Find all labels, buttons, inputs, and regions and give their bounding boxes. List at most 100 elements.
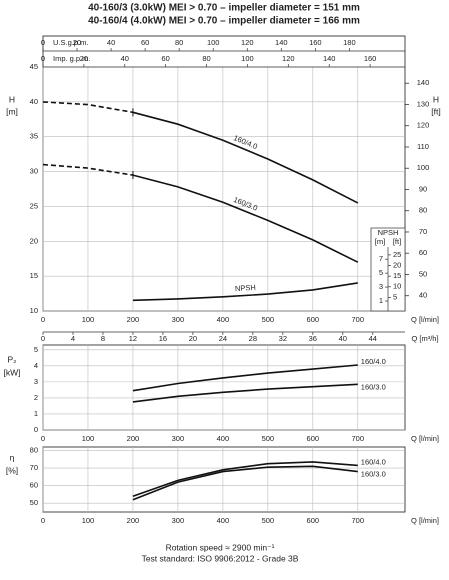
bottom-axis-label: Q [m³/h] bbox=[411, 334, 438, 343]
npsh-axis-label: NPSH bbox=[378, 228, 399, 237]
x-tick-label: 0 bbox=[41, 516, 45, 525]
curve-label: 160/3.0 bbox=[232, 195, 259, 213]
curve-label: 160/3.0 bbox=[361, 470, 386, 479]
top-axis-label: Imp. g.p.m. bbox=[53, 54, 91, 63]
curve bbox=[132, 111, 359, 204]
npsh-ft-tick-label: 25 bbox=[393, 250, 401, 259]
plot-frame bbox=[42, 35, 406, 312]
y-tick-label: 1 bbox=[34, 409, 38, 418]
curve bbox=[42, 101, 134, 114]
x-tick-label: 600 bbox=[307, 315, 320, 324]
curve bbox=[132, 174, 359, 263]
plot-frame bbox=[42, 344, 406, 431]
top-tick-label: 60 bbox=[161, 54, 169, 63]
y-tick-label: 50 bbox=[30, 498, 38, 507]
y-tick-label: 20 bbox=[30, 236, 38, 245]
top-tick-label: 60 bbox=[141, 38, 149, 47]
y-tick-label: 5 bbox=[34, 345, 38, 354]
y2-tick-label: 130 bbox=[417, 99, 430, 108]
chart-title: 40-160/3 (3.0kW) MEI > 0.70 – impeller d… bbox=[88, 3, 360, 14]
y-tick-label: 45 bbox=[30, 62, 38, 71]
x-tick-label: 700 bbox=[352, 434, 365, 443]
x-tick-label: 400 bbox=[217, 516, 230, 525]
x-tick-label: 500 bbox=[262, 315, 275, 324]
y2-tick-label: 110 bbox=[417, 142, 429, 151]
y-tick-label: 80 bbox=[30, 445, 38, 454]
y-axis-unit: [%] bbox=[6, 465, 18, 475]
x-tick-label: 200 bbox=[127, 516, 140, 525]
y-tick-label: 3 bbox=[34, 377, 38, 386]
annotation: Test standard: ISO 9906:2012 - Grade 3B bbox=[142, 553, 299, 563]
y2-tick-label: 80 bbox=[419, 206, 427, 215]
y2-axis-unit: [ft] bbox=[431, 106, 440, 116]
npsh-ft-tick-label: 15 bbox=[393, 271, 401, 280]
top-tick-label: 80 bbox=[202, 54, 210, 63]
bottom-tick-label: 36 bbox=[309, 334, 317, 343]
x-tick-label: 300 bbox=[172, 516, 185, 525]
x-axis-label: Q [l/min] bbox=[411, 516, 439, 525]
top-tick-label: 140 bbox=[323, 54, 336, 63]
top-tick-label: 40 bbox=[107, 38, 115, 47]
y2-tick-label: 60 bbox=[419, 248, 427, 257]
bottom-tick-label: 28 bbox=[249, 334, 257, 343]
y-tick-label: 70 bbox=[30, 463, 38, 472]
top-tick-label: 120 bbox=[241, 38, 254, 47]
y-axis-label: H bbox=[9, 94, 15, 104]
x-tick-label: 0 bbox=[41, 434, 45, 443]
x-tick-label: 500 bbox=[262, 516, 275, 525]
curve-label: 160/4.0 bbox=[361, 357, 386, 366]
top-tick-label: 100 bbox=[207, 38, 220, 47]
y-tick-label: 35 bbox=[30, 132, 38, 141]
bottom-tick-label: 40 bbox=[339, 334, 347, 343]
npsh-unit: [ft] bbox=[393, 237, 401, 246]
x-tick-label: 0 bbox=[41, 315, 45, 324]
npsh-tick-label: 3 bbox=[379, 282, 383, 291]
top-tick-label: 180 bbox=[343, 38, 356, 47]
top-tick-label: 20 bbox=[80, 54, 88, 63]
y-tick-label: 15 bbox=[30, 271, 38, 280]
bottom-tick-label: 44 bbox=[369, 334, 377, 343]
top-tick-label: 0 bbox=[41, 38, 45, 47]
y2-tick-label: 140 bbox=[417, 78, 430, 87]
curve bbox=[132, 461, 358, 497]
y-tick-label: 60 bbox=[30, 481, 38, 490]
y-tick-label: 25 bbox=[30, 201, 38, 210]
y2-axis-label: H bbox=[433, 94, 439, 104]
x-tick-label: 500 bbox=[262, 434, 275, 443]
bottom-tick-label: 32 bbox=[279, 334, 287, 343]
npsh-tick-label: 5 bbox=[379, 268, 383, 277]
plot-frame bbox=[42, 446, 406, 513]
x-tick-label: 200 bbox=[127, 315, 140, 324]
x-tick-label: 100 bbox=[82, 516, 95, 525]
y-axis-unit: [m] bbox=[6, 106, 18, 116]
y-axis-unit: [kW] bbox=[4, 367, 21, 377]
x-tick-label: 700 bbox=[352, 315, 365, 324]
y-tick-label: 30 bbox=[30, 167, 38, 176]
curve bbox=[132, 383, 358, 403]
curve-label: 160/4.0 bbox=[232, 133, 259, 151]
top-tick-label: 120 bbox=[282, 54, 295, 63]
chart-subtitle: 40-160/4 (4.0kW) MEI > 0.70 – impeller d… bbox=[88, 16, 360, 27]
top-tick-label: 0 bbox=[41, 54, 45, 63]
x-axis-label: Q [l/min] bbox=[411, 315, 439, 324]
y-tick-label: 2 bbox=[34, 393, 38, 402]
y2-tick-label: 70 bbox=[419, 227, 427, 236]
npsh-ft-tick-label: 10 bbox=[393, 282, 401, 291]
x-tick-label: 400 bbox=[217, 315, 230, 324]
y2-tick-label: 40 bbox=[419, 291, 427, 300]
y2-tick-label: 90 bbox=[419, 184, 427, 193]
y-tick-label: 0 bbox=[34, 425, 38, 434]
npsh-ft-tick-label: 5 bbox=[393, 292, 397, 301]
npsh-tick-label: 1 bbox=[379, 296, 383, 305]
x-axis-label: Q [l/min] bbox=[411, 434, 439, 443]
npsh-tick-label: 7 bbox=[379, 254, 383, 263]
y-tick-label: 10 bbox=[30, 306, 38, 315]
npsh-ft-tick-label: 20 bbox=[393, 260, 401, 269]
npsh-unit: [m] bbox=[375, 237, 385, 246]
y-axis-label: η bbox=[10, 452, 15, 462]
bottom-tick-label: 12 bbox=[129, 334, 137, 343]
x-tick-label: 300 bbox=[172, 434, 185, 443]
bottom-tick-label: 24 bbox=[219, 334, 227, 343]
top-tick-label: 100 bbox=[241, 54, 254, 63]
